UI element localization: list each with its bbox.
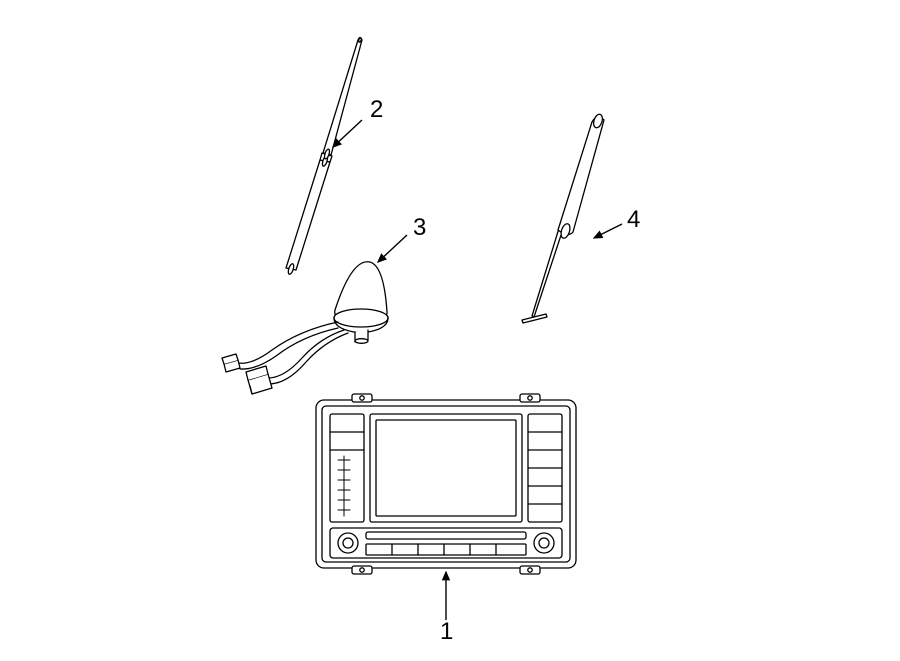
- callout-label-2: 2: [370, 96, 383, 124]
- parts-diagram: 1 2 3 4: [0, 0, 900, 661]
- callout-label-3: 3: [413, 214, 426, 242]
- callout-arrow-3: [378, 235, 407, 262]
- callout-label-1: 1: [440, 618, 453, 646]
- callout-arrow-4: [594, 224, 622, 238]
- callout-arrow-2: [333, 120, 362, 147]
- callout-label-4: 4: [627, 206, 640, 234]
- callout-arrows: [0, 0, 900, 661]
